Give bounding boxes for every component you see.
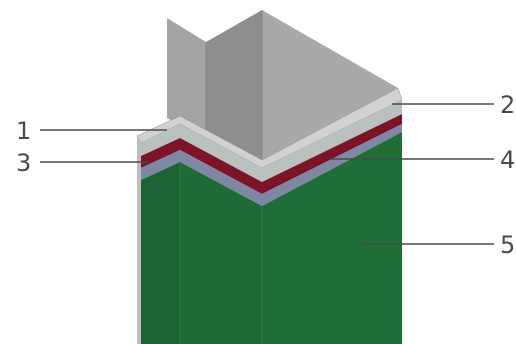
callout-label-3: 3 — [16, 149, 31, 177]
callout-label-4: 4 — [500, 146, 515, 174]
upper-right-panel — [262, 10, 398, 162]
green-left-face — [141, 162, 180, 344]
green-middle-face — [180, 162, 262, 344]
layer-blue — [141, 124, 402, 206]
layer-green-group — [141, 132, 402, 344]
callout-label-1: 1 — [16, 117, 31, 145]
upper-left-panel — [167, 18, 206, 140]
left-edge-strip — [137, 136, 141, 344]
layer-red — [141, 114, 402, 194]
green-right-face — [262, 132, 402, 344]
layer-grey — [141, 100, 402, 182]
callout-lines — [40, 103, 494, 245]
upper-panel-group — [167, 10, 398, 162]
callout-label-2: 2 — [500, 91, 515, 119]
upper-inner-panel — [206, 10, 262, 160]
callout-label-5: 5 — [500, 231, 515, 259]
